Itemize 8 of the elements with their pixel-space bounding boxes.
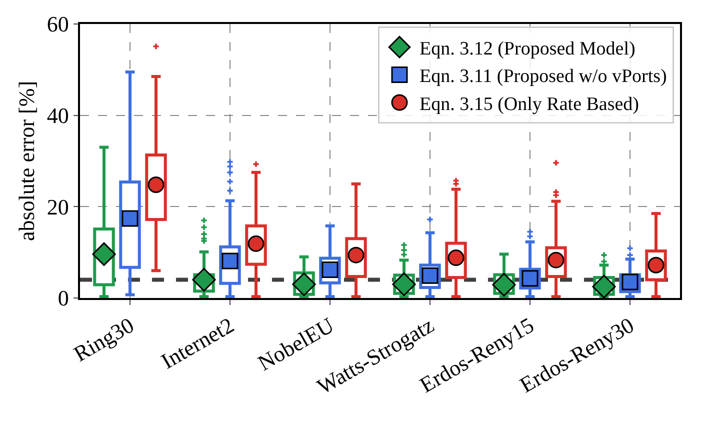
legend-label: Eqn. 3.11 (Proposed w/o vPorts)	[420, 66, 667, 88]
legend-label: Eqn. 3.15 (Only Rate Based)	[420, 94, 640, 115]
y-tick-label: 40	[46, 103, 69, 128]
legend-label: Eqn. 3.12 (Proposed Model)	[420, 38, 636, 60]
y-tick-label: 60	[46, 12, 69, 37]
y-axis-title: absolute error [%]	[14, 80, 40, 242]
y-tick-label: 0	[58, 286, 69, 311]
y-tick-label: 20	[46, 194, 69, 220]
